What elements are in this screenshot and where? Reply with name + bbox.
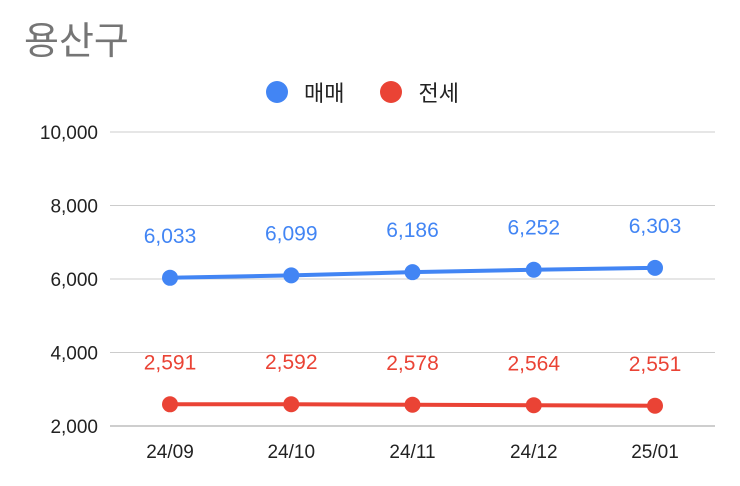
y-tick-label: 8,000 (50, 197, 98, 218)
data-label: 2,551 (629, 353, 682, 376)
data-label: 6,186 (386, 219, 439, 242)
data-point (404, 264, 421, 281)
data-point (525, 397, 542, 414)
data-point (525, 261, 542, 278)
legend-item-jeonse[interactable]: 전세 (380, 76, 459, 108)
y-tick-label: 10,000 (40, 123, 98, 144)
data-point (162, 269, 178, 286)
legend-swatch-sale (266, 81, 288, 103)
legend-swatch-jeonse (380, 81, 403, 103)
legend-label-jeonse: 전세 (418, 82, 459, 107)
data-point (283, 267, 300, 284)
data-label: 2,578 (386, 352, 439, 375)
data-point (647, 397, 663, 414)
x-tick-label: 24/12 (510, 442, 558, 463)
data-label: 6,303 (629, 215, 682, 238)
x-tick-label: 24/09 (146, 442, 194, 463)
x-tick-label: 24/11 (389, 442, 435, 463)
x-tick-label: 25/01 (631, 442, 679, 463)
chart-title: 용산구 (24, 19, 129, 63)
y-tick-label: 4,000 (50, 344, 98, 365)
data-point (404, 396, 421, 413)
legend-label-sale: 매매 (304, 82, 345, 107)
data-label: 2,592 (265, 351, 318, 374)
y-tick-label: 6,000 (50, 270, 98, 291)
data-point (283, 396, 300, 413)
data-label: 2,591 (144, 351, 197, 374)
data-label: 6,099 (265, 222, 318, 245)
legend: 매매 전세 (266, 76, 495, 108)
y-tick-label: 2,000 (50, 417, 98, 438)
data-point (162, 396, 178, 413)
x-tick-label: 24/10 (267, 442, 315, 463)
data-label: 2,564 (507, 352, 560, 375)
data-label: 6,252 (507, 217, 560, 240)
data-point (647, 259, 663, 276)
data-label: 6,033 (144, 225, 197, 248)
legend-item-sale[interactable]: 매매 (266, 76, 344, 108)
